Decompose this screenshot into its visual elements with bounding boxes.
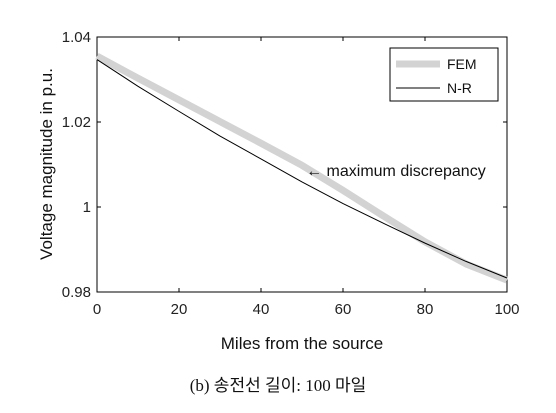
y-tick-label: 0.98 [62,284,91,301]
y-axis-label: Voltage magnitude in p.u. [37,68,56,260]
annotation-maximum-discrepancy: ← maximum discrepancy [306,163,486,180]
y-tick-label: 1 [83,199,91,216]
y-tick-label: 1.04 [62,29,91,46]
y-axis-ticks: 0.98 1 1.02 1.04 [62,29,507,301]
x-tick-label: 60 [335,301,352,318]
legend-label-nr: N-R [447,80,472,96]
x-axis-label: Miles from the source [221,334,384,353]
x-axis-ticks: 0 20 40 60 80 100 [93,37,520,318]
figure-caption: (b) 송전선 길이: 100 마일 [190,376,367,395]
x-tick-label: 20 [171,301,188,318]
series-line-n-r [96,59,508,279]
x-tick-label: 0 [93,301,101,318]
y-tick-label: 1.02 [62,114,91,131]
legend: FEM N-R [389,47,499,102]
legend-box [389,47,499,102]
x-tick-label: 80 [417,301,434,318]
legend-label-fem: FEM [447,56,477,72]
x-tick-label: 40 [253,301,270,318]
plot-area-frame [96,36,508,293]
series-layer [95,53,509,284]
x-tick-label: 100 [494,301,519,318]
